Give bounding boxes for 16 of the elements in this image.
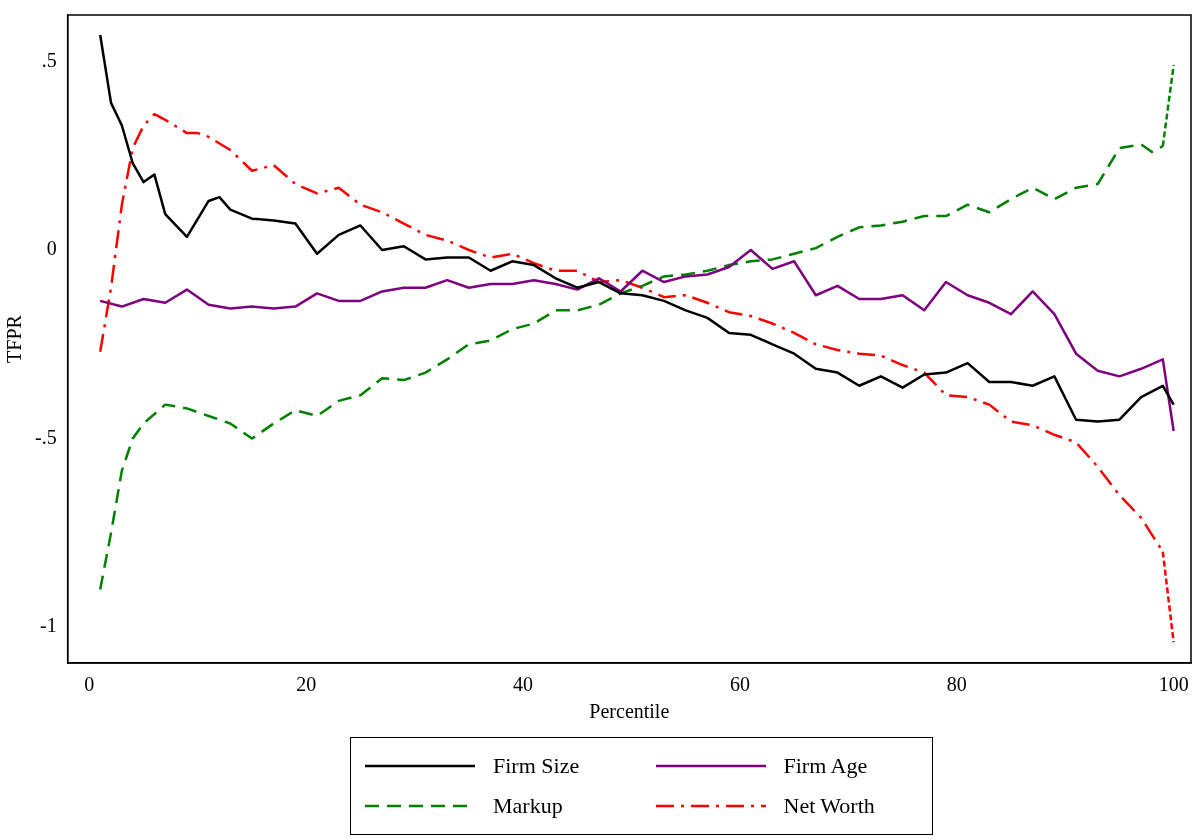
y-tick-label: 0 (46, 237, 57, 260)
x-tick-label: 60 (729, 673, 750, 696)
legend-label: Firm Size (493, 753, 580, 779)
x-tick-label: 20 (296, 673, 317, 696)
legend-label: Firm Age (783, 753, 868, 779)
x-axis-title: Percentile (589, 700, 670, 723)
y-axis-title: TFPR (3, 314, 26, 363)
legend-label: Net Worth (783, 793, 875, 819)
x-tick-label: 40 (513, 673, 534, 696)
x-tick-label: 80 (946, 673, 967, 696)
x-tick-label: 0 (84, 673, 95, 696)
y-tick-label: -.5 (34, 425, 57, 448)
legend-label: Markup (493, 793, 563, 819)
x-tick-label: 100 (1158, 673, 1189, 696)
y-tick-label: -1 (39, 614, 57, 637)
y-tick-label: .5 (41, 48, 57, 71)
